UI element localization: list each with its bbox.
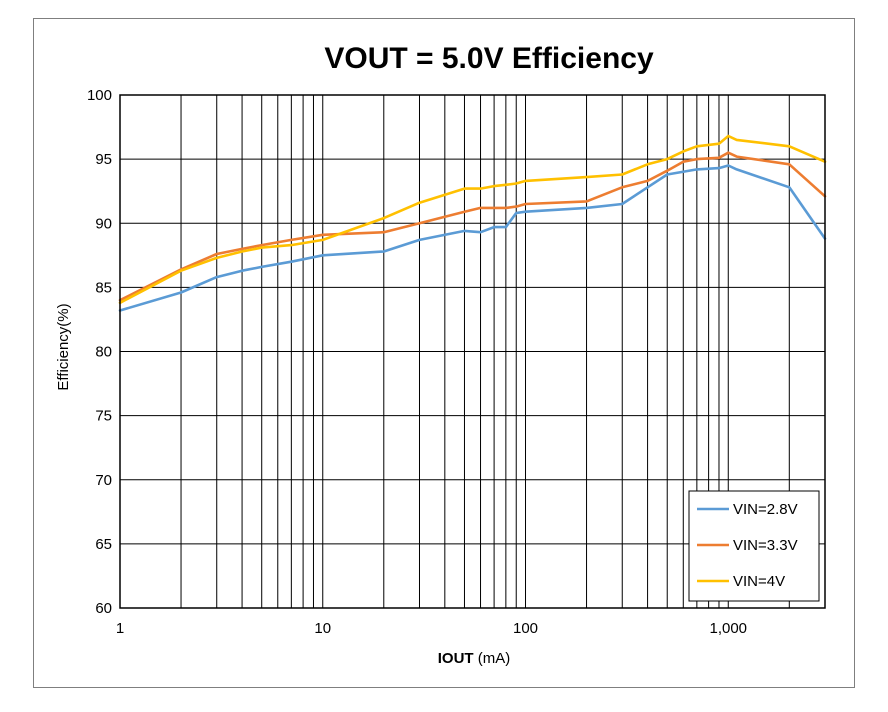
legend-label: VIN=4V — [733, 573, 785, 590]
series-line-vin-2-8v — [118, 164, 827, 312]
x-tick-label: 100 — [513, 620, 538, 637]
series-line-vin-4v — [118, 134, 827, 305]
y-tick-label: 75 — [95, 408, 112, 425]
efficiency-chart: VOUT = 5.0V Efficiency 60 65 70 75 80 85 90 95 1… — [55, 42, 827, 667]
legend-label: VIN=2.8V — [733, 501, 798, 518]
chart-title: VOUT = 5.0V Efficiency — [324, 42, 654, 75]
legend-label: VIN=3.3V — [733, 537, 798, 554]
y-tick-label: 90 — [95, 215, 112, 232]
x-tick-label: 1,000 — [709, 620, 747, 637]
legend: VIN=2.8V VIN=3.3V VIN=4V — [688, 490, 820, 602]
y-axis-label: Efficiency(%) — [55, 303, 72, 390]
y-tick-label: 60 — [95, 600, 112, 617]
y-tick-label: 80 — [95, 344, 112, 361]
x-axis-label: IOUT (mA) — [438, 650, 511, 667]
plot-area-border — [119, 94, 826, 609]
series-lines — [118, 134, 827, 312]
y-tick-label: 85 — [95, 279, 112, 296]
x-tick-label: 10 — [314, 620, 331, 637]
y-tick-label: 65 — [95, 536, 112, 553]
x-tick-label: 1 — [116, 620, 124, 637]
y-tick-labels: 60 65 70 75 80 85 90 95 100 — [87, 87, 112, 617]
x-axis-label-bold: IOUT — [438, 650, 474, 667]
y-tick-label: 100 — [87, 87, 112, 104]
x-tick-labels: 1 10 100 1,000 — [116, 620, 747, 637]
y-tick-label: 95 — [95, 151, 112, 168]
chart-frame: VOUT = 5.0V Efficiency 60 65 70 75 80 85 90 95 1… — [33, 18, 855, 688]
x-axis-label-unit: (mA) — [474, 650, 511, 667]
series-line-vin-3-3v — [118, 151, 827, 302]
y-tick-label: 70 — [95, 472, 112, 489]
